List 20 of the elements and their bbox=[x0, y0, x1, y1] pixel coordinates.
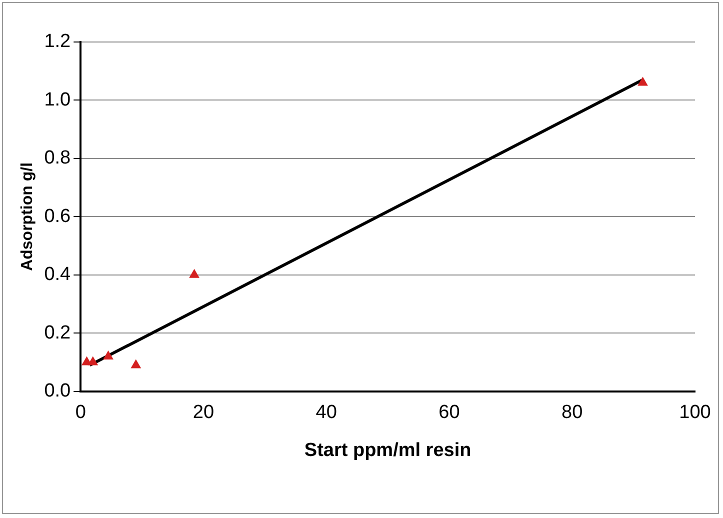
y-tick-label: 0.8 bbox=[44, 148, 71, 169]
x-tick-label: 0 bbox=[75, 402, 86, 424]
x-tick-label: 80 bbox=[562, 402, 583, 424]
y-tick-label: 0.4 bbox=[44, 264, 72, 286]
x-tick-label: 20 bbox=[192, 402, 214, 424]
y-axis-title: Adsorption g/l bbox=[19, 162, 36, 271]
point bbox=[88, 356, 98, 366]
point bbox=[189, 269, 200, 278]
point bbox=[131, 360, 141, 368]
point bbox=[638, 77, 648, 86]
y-tick-label: 0.6 bbox=[44, 206, 71, 227]
point bbox=[103, 350, 114, 360]
y-tick-label: 0.0 bbox=[44, 380, 71, 402]
x-tick-label: 40 bbox=[316, 402, 337, 424]
x-tick-label: 100 bbox=[679, 402, 711, 424]
y-tick-label: 1.0 bbox=[44, 89, 71, 110]
x-tick-label: 60 bbox=[438, 402, 460, 424]
y-tick-label: 1.2 bbox=[44, 31, 71, 52]
x-axis-title: Start ppm/ml resin bbox=[304, 440, 472, 461]
y-tick-label: 0.2 bbox=[44, 322, 71, 344]
